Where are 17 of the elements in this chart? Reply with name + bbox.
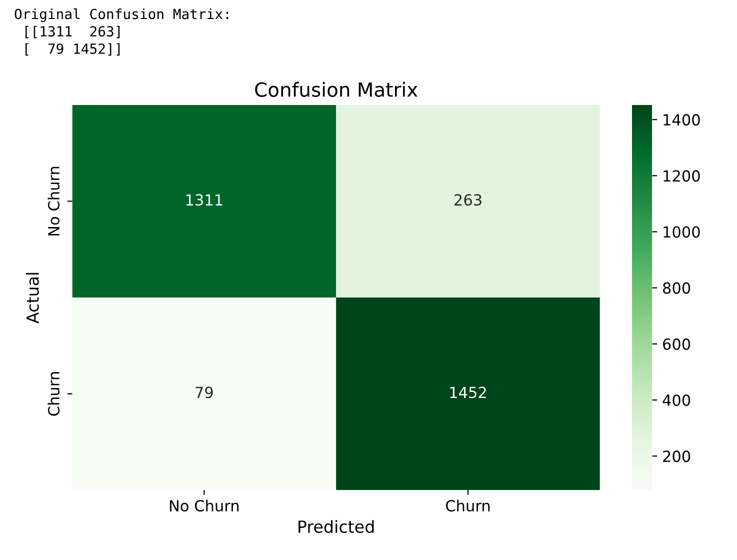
data-label: 79 [196,386,213,398]
text: [[1311 263] [26,26,120,38]
x-axis-title: Predicted [298,520,374,533]
y-axis-title: Actual [26,272,39,324]
data-label: 1311 [186,194,222,206]
color-bar-label: 200 [663,450,690,462]
color-bar-label: 1000 [664,226,700,238]
color-bar-label: 1200 [664,170,700,182]
text: Original Confusion Matrix: [14,8,228,22]
data-label: 263 [454,194,482,206]
chart-title: Confusion Matrix [255,82,418,97]
data-label: 1452 [450,386,486,398]
color-bar-label: 1400 [664,114,700,126]
text: [ 79 1452]] [26,43,120,56]
color-bar-label: 600 [663,338,690,350]
color-bar-label: 400 [662,394,690,406]
color-bar-label: 800 [663,282,690,294]
